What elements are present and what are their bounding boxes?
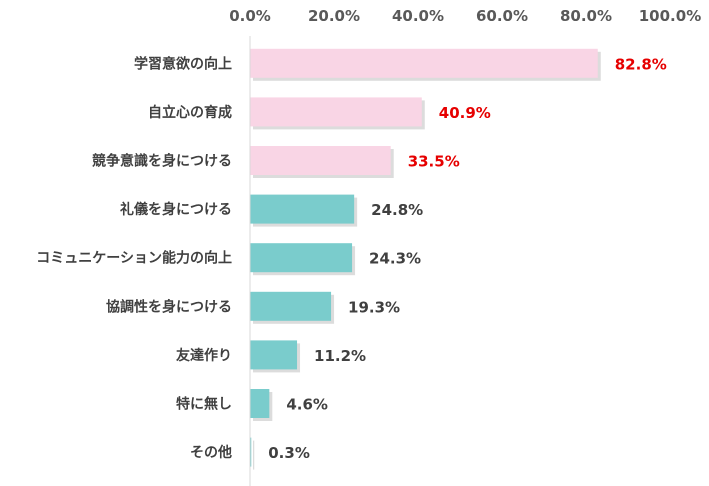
bar bbox=[250, 194, 355, 224]
bar bbox=[250, 389, 270, 418]
x-tick-labels: 0.0% 20.0% 40.0% 60.0% 80.0% 100.0% bbox=[229, 7, 701, 25]
value-labels: 82.8% 40.9% 33.5% 24.8% 24.3% 19.3% 11.2% 4.6% 0… bbox=[268, 55, 667, 462]
value-label: 24.3% bbox=[369, 250, 421, 268]
bar-shadow bbox=[253, 440, 255, 470]
value-label: 11.2% bbox=[314, 347, 366, 365]
bar bbox=[250, 291, 332, 321]
bars bbox=[250, 48, 598, 467]
value-label: 24.8% bbox=[371, 201, 423, 219]
x-tick-label: 80.0% bbox=[560, 7, 612, 25]
category-label: 自立心の育成 bbox=[148, 104, 232, 121]
category-label: 礼儀を身につける bbox=[120, 201, 232, 218]
category-label: 特に無し bbox=[176, 396, 232, 413]
category-labels: 学習意欲の向上自立心の育成競争意識を身につける礼儀を身につけるコミュニケーション… bbox=[36, 55, 232, 461]
bar bbox=[250, 340, 298, 370]
value-label: 82.8% bbox=[615, 55, 667, 73]
bar bbox=[250, 146, 391, 175]
category-label: 協調性を身につける bbox=[106, 298, 232, 315]
bar bbox=[250, 243, 353, 273]
category-label: その他 bbox=[190, 444, 232, 461]
category-label: 競争意識を身につける bbox=[92, 153, 232, 170]
category-label: 友達作り bbox=[176, 347, 232, 364]
category-label: 学習意欲の向上 bbox=[134, 55, 232, 72]
bar bbox=[250, 97, 422, 127]
x-tick-label: 40.0% bbox=[392, 7, 444, 25]
x-tick-label: 100.0% bbox=[639, 7, 701, 25]
value-label: 33.5% bbox=[408, 153, 460, 171]
value-label: 40.9% bbox=[439, 104, 491, 122]
bar bbox=[250, 437, 252, 467]
x-tick-label: 20.0% bbox=[308, 7, 360, 25]
value-label: 0.3% bbox=[268, 444, 310, 462]
bar bbox=[250, 48, 598, 78]
value-label: 4.6% bbox=[286, 396, 328, 414]
x-tick-label: 60.0% bbox=[476, 7, 528, 25]
category-label: コミュニケーション能力の向上 bbox=[36, 250, 232, 267]
x-tick-label: 0.0% bbox=[229, 7, 271, 25]
value-label: 19.3% bbox=[348, 298, 400, 316]
